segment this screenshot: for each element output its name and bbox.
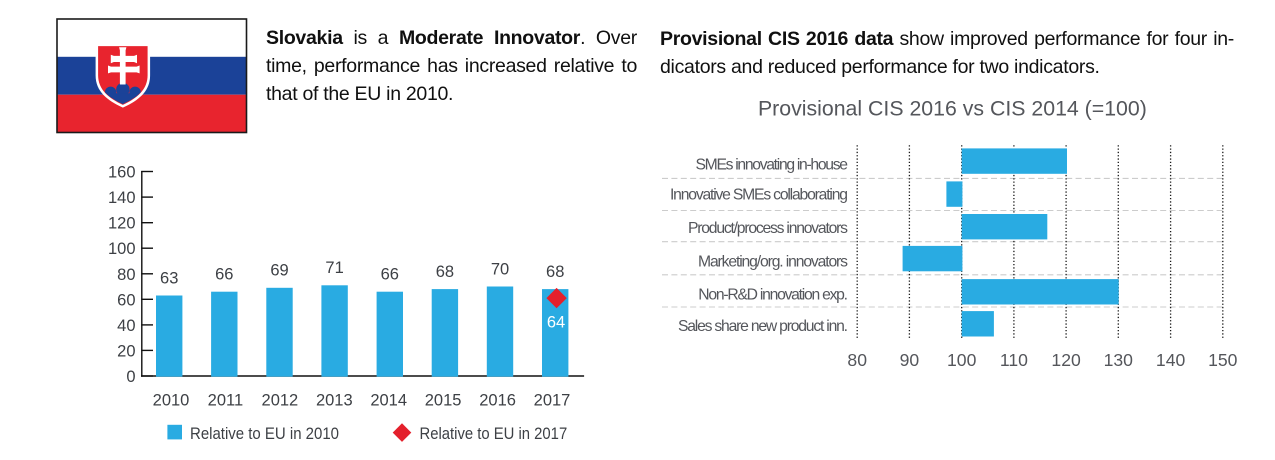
svg-text:40: 40: [117, 317, 135, 335]
svg-text:68: 68: [436, 263, 454, 281]
svg-text:80: 80: [847, 350, 867, 370]
svg-text:66: 66: [381, 266, 399, 284]
svg-text:63: 63: [160, 269, 178, 287]
svg-text:2015: 2015: [425, 392, 462, 410]
svg-text:2016: 2016: [479, 392, 516, 410]
svg-text:20: 20: [117, 342, 135, 360]
svg-text:120: 120: [108, 215, 136, 233]
svg-text:90: 90: [900, 350, 920, 370]
svg-text:Sales share new product inn.: Sales share new product inn.: [678, 318, 848, 335]
svg-text:66: 66: [215, 266, 233, 284]
svg-text:70: 70: [491, 260, 509, 278]
svg-text:64: 64: [547, 313, 565, 331]
svg-text:0: 0: [126, 368, 135, 386]
svg-text:68: 68: [546, 263, 564, 281]
svg-text:2017: 2017: [534, 392, 571, 410]
svg-text:130: 130: [1104, 350, 1134, 370]
svg-text:Innovative SMEs collaborating: Innovative SMEs collaborating: [670, 186, 848, 203]
svg-text:140: 140: [1156, 350, 1186, 370]
svg-text:Marketing/org. innovators: Marketing/org. innovators: [698, 254, 848, 271]
svg-text:80: 80: [117, 266, 135, 284]
svg-text:Product/process innovators: Product/process innovators: [688, 220, 848, 237]
svg-text:60: 60: [117, 291, 135, 309]
svg-text:Non-R&D innovation exp.: Non-R&D innovation exp.: [698, 286, 848, 303]
svg-text:Provisional CIS 2016 vs CIS 20: Provisional CIS 2016 vs CIS 2014 (=100): [758, 97, 1147, 121]
svg-text:69: 69: [270, 262, 288, 280]
svg-text:71: 71: [325, 259, 343, 277]
svg-text:Relative to EU in 2017: Relative to EU in 2017: [420, 424, 568, 443]
svg-text:100: 100: [108, 240, 136, 258]
svg-text:SMEs innovating in-house: SMEs innovating in-house: [696, 156, 849, 173]
svg-text:2011: 2011: [208, 392, 243, 410]
svg-text:160: 160: [108, 164, 136, 182]
svg-text:2010: 2010: [153, 392, 190, 410]
svg-text:110: 110: [1000, 350, 1028, 370]
svg-text:140: 140: [108, 189, 136, 207]
svg-text:2012: 2012: [262, 392, 299, 410]
svg-text:150: 150: [1208, 350, 1238, 370]
svg-text:Relative to EU in 2010: Relative to EU in 2010: [190, 424, 339, 443]
svg-text:120: 120: [1051, 350, 1081, 370]
svg-text:100: 100: [947, 350, 977, 370]
svg-text:2014: 2014: [370, 392, 407, 410]
svg-text:2013: 2013: [316, 392, 353, 410]
